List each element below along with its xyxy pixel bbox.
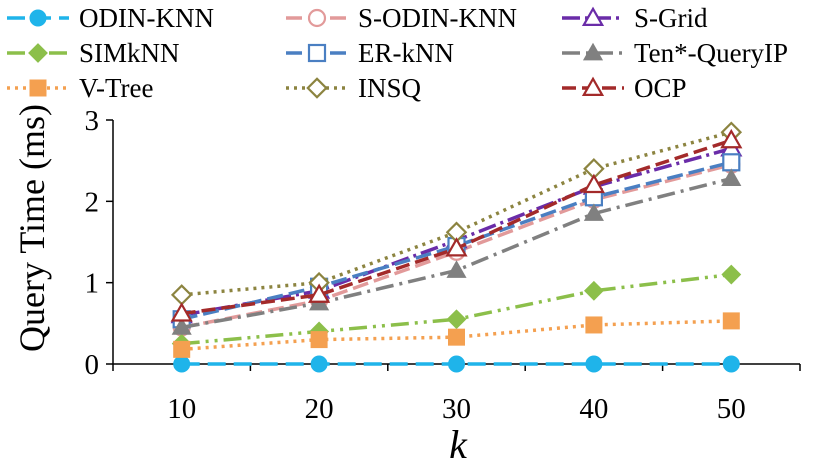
series-insq — [170, 121, 743, 306]
legend-label: OCP — [634, 73, 687, 103]
legend-label: S-ODIN-KNN — [358, 3, 517, 33]
data-point-triangle-open — [170, 302, 193, 322]
legend-item: S-Grid — [562, 3, 708, 33]
legend-label: Ten*-QueryIP — [634, 38, 788, 68]
data-point-diamond-filled — [721, 264, 742, 285]
y-ticks: 0 1 2 3 — [85, 105, 113, 381]
x-tick-label: 20 — [305, 393, 334, 425]
data-point-diamond-open — [306, 77, 328, 99]
data-point-circle-filled — [585, 355, 603, 373]
x-tick-label: 40 — [579, 393, 608, 425]
legend-label: ODIN-KNN — [79, 3, 214, 33]
data-point-triangle-open — [720, 128, 743, 149]
x-axis-label: k — [449, 422, 468, 463]
x-ticks: 10 20 30 40 50 — [112, 364, 801, 425]
legend-item: OCP — [562, 73, 687, 103]
data-point-circle-filled — [448, 355, 465, 373]
data-point-triangle-filled — [446, 260, 467, 278]
legend-label: ER-kNN — [358, 38, 454, 68]
x-tick-label: 50 — [717, 393, 746, 425]
data-point-triangle-filled — [583, 203, 604, 221]
data-point-triangle-open — [308, 283, 331, 303]
series-line — [181, 272, 732, 346]
legend-label: INSQ — [358, 73, 422, 103]
data-point-square-filled — [722, 312, 740, 330]
data-point-circle-filled — [173, 355, 191, 373]
data-point-triangle-open — [581, 76, 605, 97]
data-point-triangle-open — [445, 237, 468, 257]
series-layer — [170, 121, 743, 373]
legend-item: Ten*-QueryIP — [562, 38, 788, 68]
legend-item: ODIN-KNN — [7, 3, 214, 33]
data-point-square-filled — [173, 340, 191, 358]
data-point-square-filled — [310, 331, 328, 349]
y-tick-label: 2 — [85, 186, 100, 218]
data-point-triangle-filled — [582, 42, 604, 61]
legend-item: V-Tree — [7, 73, 154, 103]
legend-label: SIMkNN — [79, 38, 180, 68]
data-point-diamond-open — [170, 284, 193, 306]
series-v-tree — [173, 312, 740, 358]
legend-label: V-Tree — [79, 73, 154, 103]
data-point-circle-filled — [722, 355, 740, 373]
x-tick-label: 30 — [442, 393, 471, 425]
series-line — [181, 163, 732, 330]
data-point-triangle-filled — [171, 317, 192, 335]
legend-item: S-ODIN-KNN — [286, 3, 517, 33]
data-point-triangle-filled — [721, 168, 742, 186]
data-point-square-open — [722, 153, 741, 172]
series-ocp — [170, 128, 743, 322]
series-odin-knn — [173, 355, 740, 373]
data-point-diamond-filled — [446, 309, 467, 330]
data-point-circle-filled — [310, 355, 328, 373]
series-line — [181, 319, 732, 352]
legend-item: SIMkNN — [7, 38, 180, 68]
y-tick-label: 0 — [85, 349, 100, 381]
data-point-diamond-filled — [28, 43, 48, 63]
data-point-circle-filled — [29, 9, 47, 27]
data-point-square-open — [307, 43, 327, 63]
series-line — [181, 160, 732, 321]
legend: ODIN-KNN S-ODIN-KNN S-Grid SIMkNN ER-kNN Ten*… — [7, 3, 788, 103]
data-point-triangle-open — [581, 6, 605, 26]
series-ten-queryip — [171, 168, 742, 335]
legend-item: INSQ — [286, 73, 422, 103]
legend-item: ER-kNN — [286, 38, 454, 68]
y-axis-label: Query Time (ms) — [12, 104, 52, 352]
data-point-square-filled — [448, 328, 465, 346]
legend-label: S-Grid — [634, 3, 708, 33]
data-point-square-filled — [29, 79, 47, 97]
y-tick-label: 3 — [85, 105, 100, 137]
y-tick-label: 1 — [85, 268, 100, 300]
data-point-diamond-filled — [583, 280, 604, 301]
data-point-square-filled — [585, 316, 603, 334]
data-point-circle-open — [307, 8, 327, 28]
data-point-triangle-open — [582, 173, 605, 194]
x-tick-label: 10 — [167, 393, 196, 425]
